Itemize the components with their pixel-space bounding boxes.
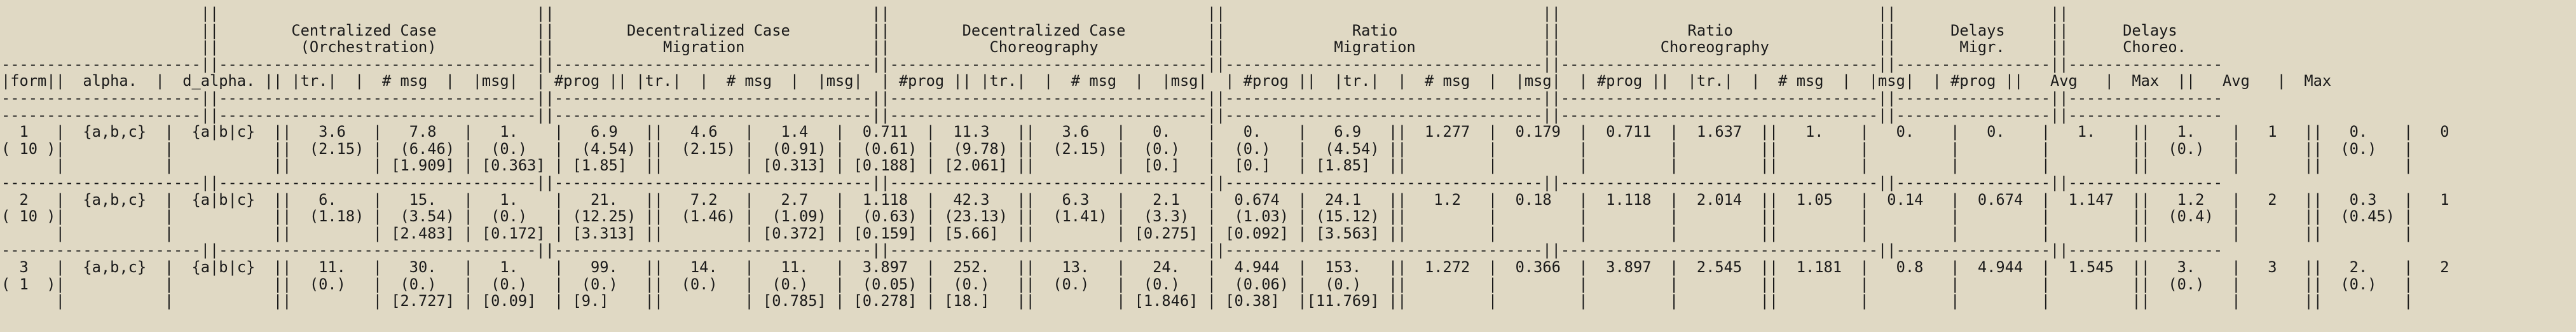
table-line: ( 1 )| | || (0.) | (0.) | (0.) | (0.) ||…: [1, 275, 2476, 293]
table-line: | | || | [1.909] | [0.363] | [1.85] || |…: [1, 156, 2476, 174]
table-line: || Centralized Case || Decentralized Cas…: [1, 22, 2223, 39]
table-line: 3 | {a,b,c} | {a|b|c} || 11. | 30. | 1. …: [1, 258, 2476, 276]
table-line: | | || | [2.727] | [0.09] | [9.] || | [0…: [1, 292, 2476, 310]
table-line: ( 10 )| | || (2.15) | (6.46) | (0.) | (4…: [1, 140, 2476, 158]
table-line: ----------------------||----------------…: [1, 174, 2223, 191]
table-line: ----------------------||----------------…: [1, 106, 2223, 124]
table-line: 2 | {a,b,c} | {a|b|c} || 6. | 15. | 1. |…: [1, 191, 2476, 209]
table-line: || || || || || ||: [1, 4, 2223, 22]
table-line: | | || | [2.483] | [0.172] | [3.313] || …: [1, 225, 2476, 242]
table-line: ( 10 )| | || (1.18) | (3.54) | (0.) | (1…: [1, 207, 2476, 225]
ascii-results-table: || || || || || ||: [0, 0, 2576, 310]
table-line: ----------------------||----------------…: [1, 55, 2223, 73]
table-line: || (Orchestration) || Migration || Chore…: [1, 38, 2223, 56]
table-line: ----------------------||----------------…: [1, 241, 2223, 259]
table-line: ----------------------||----------------…: [1, 89, 2223, 107]
table-line: |form|| alpha. | d_alpha. || |tr.| | # m…: [1, 72, 2350, 90]
table-line: 1 | {a,b,c} | {a|b|c} || 3.6 | 7.8 | 1. …: [1, 123, 2476, 141]
